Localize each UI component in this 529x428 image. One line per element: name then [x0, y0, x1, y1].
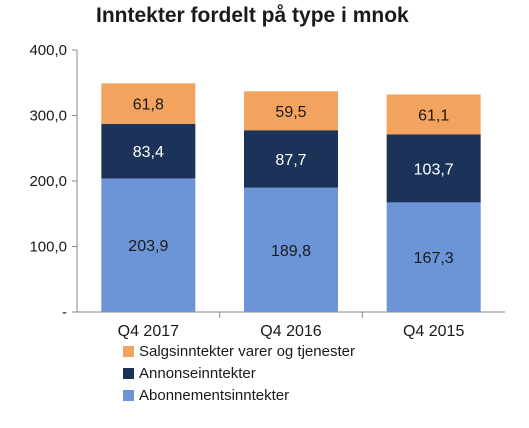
y-tick-label: 400,0 [29, 42, 67, 59]
bar-segment [101, 178, 196, 312]
x-tick-label: Q4 2015 [403, 323, 464, 340]
bar-segment [386, 94, 481, 135]
legend-swatch [123, 389, 134, 401]
legend-item: Annonseinntekter [123, 362, 355, 384]
bar-segment [244, 130, 338, 188]
data-label: 189,8 [271, 243, 311, 260]
legend-swatch [123, 345, 134, 357]
y-tick-label: 100,0 [29, 239, 67, 256]
bar-segment [244, 91, 338, 131]
chart-legend: Salgsinntekter varer og tjenester Annonse… [123, 340, 355, 406]
legend-swatch [123, 367, 134, 379]
data-label: 87,7 [275, 152, 306, 169]
x-tick-label: Q4 2016 [260, 323, 321, 340]
y-tick-label: 300,0 [29, 108, 67, 125]
data-label: 103,7 [414, 161, 454, 178]
bar-segment [386, 202, 481, 312]
data-label: 61,8 [133, 97, 164, 114]
bar-segment [101, 123, 196, 179]
y-tick-label: 200,0 [29, 173, 67, 190]
bar-segment [386, 134, 481, 203]
bar-segment [244, 187, 338, 312]
y-tick-label: - [62, 304, 67, 321]
data-label: 59,5 [275, 104, 306, 121]
data-label: 83,4 [133, 144, 164, 161]
legend-item: Abonnementsinntekter [123, 384, 355, 406]
legend-label: Abonnementsinntekter [139, 386, 290, 404]
legend-label: Salgsinntekter varer og tjenester [139, 342, 355, 360]
data-label: 61,1 [418, 107, 449, 124]
bar-segment [101, 83, 196, 124]
legend-label: Annonseinntekter [139, 364, 256, 382]
legend-item: Salgsinntekter varer og tjenester [123, 340, 355, 362]
data-label: 203,9 [128, 238, 168, 255]
x-tick-label: Q4 2017 [118, 323, 179, 340]
chart-title: Inntekter fordelt på type i mnok [96, 4, 409, 27]
data-label: 167,3 [414, 250, 454, 267]
